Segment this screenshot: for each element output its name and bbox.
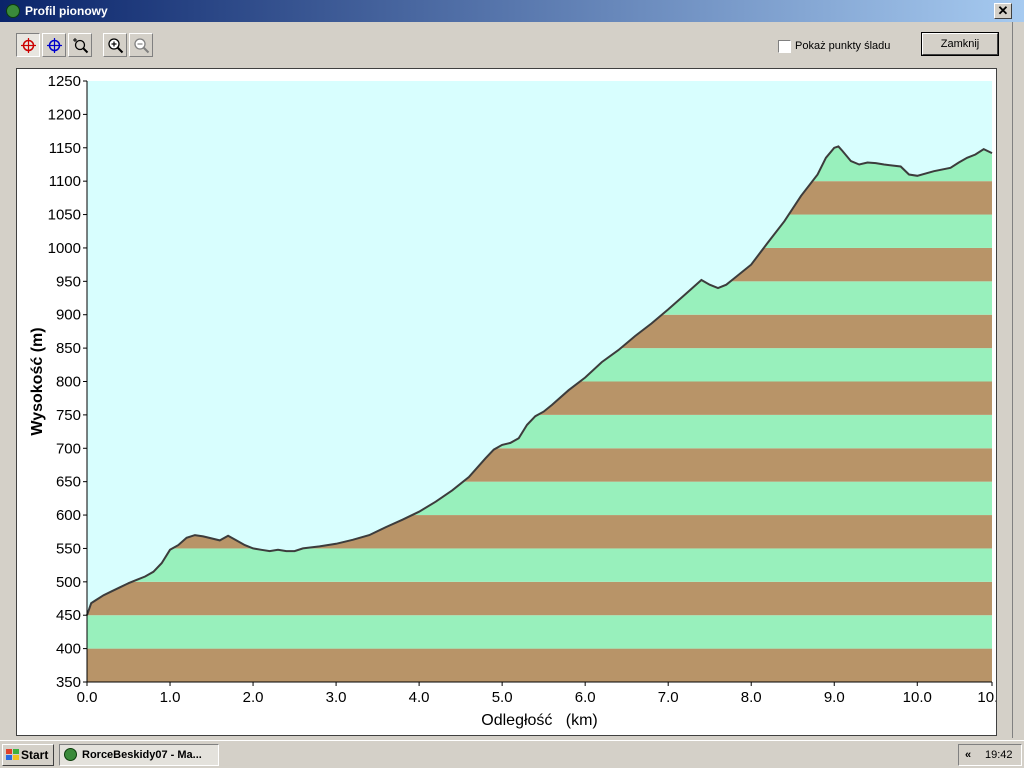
y-tick-label: 550 (56, 540, 81, 557)
blue-crosshair-tool-button[interactable] (42, 33, 66, 57)
x-tick-label: 9.0 (824, 689, 845, 706)
x-tick-label: 4.0 (409, 689, 430, 706)
x-tick-label: 0.0 (77, 689, 98, 706)
chart-frame: 350 400 450 500 550 600 650 700 750 800 850 900 950 1… (16, 68, 997, 736)
taskbar-app-button[interactable]: RorceBeskidy07 - Ma... (59, 744, 219, 766)
start-label: Start (21, 748, 49, 762)
elevation-profile-chart[interactable]: 350 400 450 500 550 600 650 700 750 800 850 900 950 1… (17, 69, 996, 735)
x-tick-label: 7.0 (658, 689, 679, 706)
show-track-points-checkbox[interactable] (778, 40, 791, 53)
clock: 19:42 (985, 749, 1013, 761)
window-right-edge (1012, 22, 1024, 738)
y-tick-label: 1050 (48, 207, 81, 224)
y-tick-label: 1000 (48, 240, 81, 257)
y-tick-label: 500 (56, 574, 81, 591)
elevation-band (87, 548, 992, 582)
windows-logo-icon (6, 749, 19, 760)
y-tick-label: 1250 (48, 73, 81, 90)
x-tick-label: 6.0 (575, 689, 596, 706)
y-tick-label: 1200 (48, 106, 81, 123)
elevation-band (87, 615, 992, 649)
y-tick-label: 850 (56, 340, 81, 357)
x-tick-label: 10.0 (903, 689, 932, 706)
x-tick-label: 1.0 (160, 689, 181, 706)
elevation-band (87, 581, 992, 616)
red-crosshair-icon (21, 38, 36, 53)
elevation-profile-line (86, 145, 993, 616)
x-tick-label: 5.0 (492, 689, 513, 706)
y-tick-label: 700 (56, 440, 81, 457)
close-button[interactable]: Zamknij (922, 33, 998, 55)
y-tick-label: 1150 (49, 140, 81, 157)
elevation-band (87, 648, 992, 682)
sky-area (87, 81, 992, 616)
show-track-points-label: Pokaż punkty śladu (795, 40, 891, 52)
y-tick-label: 350 (56, 674, 81, 691)
blue-crosshair-icon (47, 38, 62, 53)
y-axis-title: Wysokość (m) (29, 327, 46, 435)
red-crosshair-tool-button[interactable] (16, 33, 40, 57)
window-title: Profil pionowy (25, 4, 108, 18)
app-globe-icon (6, 4, 20, 18)
y-tick-label: 950 (56, 273, 81, 290)
y-tick-label: 600 (56, 507, 81, 524)
taskbar-app-label: RorceBeskidy07 - Ma... (82, 749, 202, 761)
y-tick-label: 1100 (49, 173, 81, 190)
x-tick-label: 10.9 (977, 689, 996, 706)
system-tray: « 19:42 (958, 744, 1022, 766)
zoom-in-icon (108, 38, 124, 54)
zoom-area-tool-button[interactable] (68, 33, 92, 57)
app-globe-icon (64, 748, 77, 761)
title-bar: Profil pionowy ✕ (0, 0, 1024, 22)
y-tick-label: 750 (56, 407, 81, 424)
zoom-out-icon (134, 38, 150, 54)
window-close-button[interactable]: ✕ (994, 3, 1012, 19)
y-tick-label: 650 (56, 474, 81, 491)
start-button[interactable]: Start (2, 744, 54, 766)
x-tick-label: 8.0 (741, 689, 762, 706)
zoom-in-button[interactable] (103, 33, 127, 57)
zoom-out-button[interactable] (129, 33, 153, 57)
y-tick-label: 450 (56, 607, 81, 624)
x-tick-label: 3.0 (326, 689, 347, 706)
zoom-area-icon (73, 38, 89, 54)
taskbar: Start RorceBeskidy07 - Ma... « 19:42 (0, 740, 1024, 768)
x-axis-title: Odległość (km) (481, 712, 597, 729)
y-tick-label: 900 (56, 307, 81, 324)
tray-expand-icon[interactable]: « (965, 749, 972, 761)
y-tick-label: 400 (56, 641, 81, 658)
y-tick-label: 800 (56, 374, 81, 391)
x-tick-label: 2.0 (243, 689, 264, 706)
